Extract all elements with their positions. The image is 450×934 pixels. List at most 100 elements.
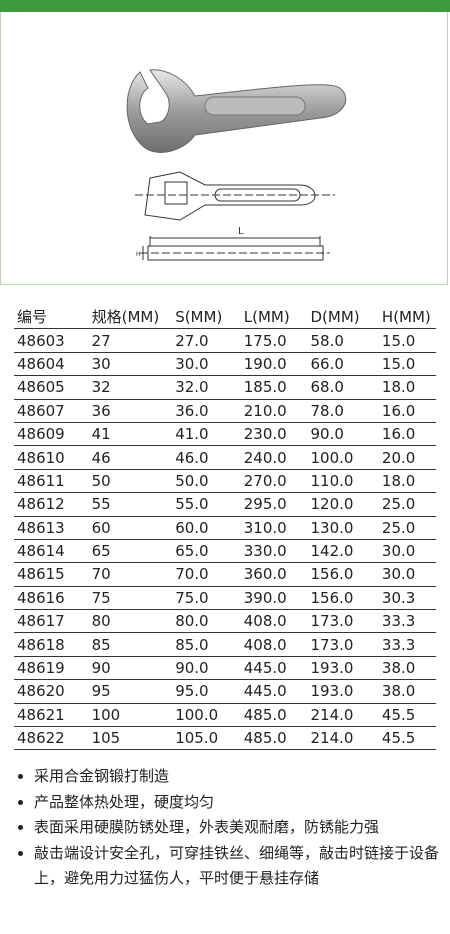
column-header: 编号 bbox=[14, 306, 89, 330]
table-cell: 175.0 bbox=[240, 328, 308, 353]
table-cell: 45.5 bbox=[378, 703, 436, 728]
table-cell: 142.0 bbox=[307, 539, 379, 564]
table-cell: 445.0 bbox=[240, 656, 308, 681]
table-cell: 30.0 bbox=[378, 539, 436, 564]
table-cell: 66.0 bbox=[307, 352, 379, 377]
table-cell: 33.3 bbox=[378, 632, 436, 657]
table-cell: 408.0 bbox=[240, 609, 308, 634]
table-cell: 55.0 bbox=[172, 492, 241, 517]
table-cell: 32 bbox=[88, 375, 173, 400]
table-cell: 48603 bbox=[14, 328, 89, 353]
table-cell: 50.0 bbox=[172, 469, 241, 494]
table-cell: 295.0 bbox=[240, 492, 308, 517]
table-cell: 68.0 bbox=[307, 375, 379, 400]
product-images: L H bbox=[126, 69, 347, 261]
table-cell: 210.0 bbox=[240, 399, 308, 423]
table-row: 48620 95 95.0 445.0 193.0 38.0 bbox=[14, 679, 436, 704]
table-row: 48610 46 46.0 240.0 100.0 20.0 bbox=[14, 445, 436, 470]
table-cell: 48605 bbox=[14, 375, 89, 400]
table-cell: 25.0 bbox=[378, 516, 436, 540]
table-cell: 330.0 bbox=[240, 539, 308, 564]
table-cell: 32.0 bbox=[172, 375, 241, 400]
table-cell: 270.0 bbox=[240, 469, 308, 494]
table-row: 48611 50 50.0 270.0 110.0 18.0 bbox=[14, 469, 436, 494]
table-cell: 120.0 bbox=[307, 492, 379, 517]
table-cell: 18.0 bbox=[378, 469, 436, 494]
table-cell: 190.0 bbox=[240, 352, 308, 377]
table-cell: 230.0 bbox=[240, 422, 308, 447]
table-cell: 48621 bbox=[14, 703, 89, 728]
table-row: 48618 85 85.0 408.0 173.0 33.3 bbox=[14, 632, 436, 657]
column-header: L(MM) bbox=[240, 306, 308, 330]
table-cell: 48620 bbox=[14, 679, 89, 704]
table-row: 48621 100 100.0 485.0 214.0 45.5 bbox=[14, 703, 436, 728]
table-cell: 100.0 bbox=[307, 445, 379, 470]
table-cell: 48619 bbox=[14, 656, 89, 681]
table-cell: 173.0 bbox=[307, 609, 379, 634]
table-cell: 310.0 bbox=[240, 516, 308, 540]
table-cell: 105 bbox=[88, 726, 173, 751]
table-cell: 30 bbox=[88, 352, 173, 377]
table-cell: 27 bbox=[88, 328, 173, 353]
table-cell: 46.0 bbox=[172, 445, 241, 470]
table-cell: 48618 bbox=[14, 632, 89, 657]
table-cell: 214.0 bbox=[307, 703, 379, 728]
table-cell: 48610 bbox=[14, 445, 89, 470]
table-cell: 78.0 bbox=[307, 399, 379, 423]
table-cell: 90 bbox=[88, 656, 173, 681]
table-cell: 48604 bbox=[14, 352, 89, 377]
table-cell: 90.0 bbox=[172, 656, 241, 681]
table-row: 48619 90 90.0 445.0 193.0 38.0 bbox=[14, 656, 436, 681]
table-cell: 38.0 bbox=[378, 679, 436, 704]
column-header: D(MM) bbox=[307, 306, 379, 330]
table-cell: 408.0 bbox=[240, 632, 308, 657]
table-cell: 46 bbox=[88, 445, 173, 470]
table-cell: 90.0 bbox=[307, 422, 379, 447]
table-row: 48607 36 36.0 210.0 78.0 16.0 bbox=[14, 399, 436, 423]
table-cell: 48614 bbox=[14, 539, 89, 564]
table-cell: 193.0 bbox=[307, 679, 379, 704]
wrench-photo bbox=[126, 69, 347, 153]
table-cell: 48622 bbox=[14, 726, 89, 751]
table-cell: 75.0 bbox=[172, 586, 241, 611]
table-cell: 100.0 bbox=[172, 703, 241, 728]
table-cell: 45.5 bbox=[378, 726, 436, 751]
table-cell: 58.0 bbox=[307, 328, 379, 353]
table-cell: 30.0 bbox=[378, 562, 436, 587]
table-header-row: 编号 规格(MM) S(MM) L(MM) D(MM) H(MM) bbox=[14, 306, 436, 330]
table-cell: 55 bbox=[88, 492, 173, 517]
table-cell: 48613 bbox=[14, 516, 89, 540]
table-cell: 156.0 bbox=[307, 586, 379, 611]
table-row: 48615 70 70.0 360.0 156.0 30.0 bbox=[14, 562, 436, 587]
table-cell: 20.0 bbox=[378, 445, 436, 470]
table-cell: 485.0 bbox=[240, 726, 308, 751]
table-cell: 156.0 bbox=[307, 562, 379, 587]
table-cell: 16.0 bbox=[378, 422, 436, 447]
table-cell: 48607 bbox=[14, 399, 89, 423]
feature-item: 表面采用硬膜防锈处理，外表美观耐磨，防锈能力强 bbox=[34, 815, 440, 841]
table-cell: 173.0 bbox=[307, 632, 379, 657]
column-header: S(MM) bbox=[172, 306, 241, 330]
table-cell: 15.0 bbox=[378, 328, 436, 353]
table-cell: 33.3 bbox=[378, 609, 436, 634]
table-cell: 16.0 bbox=[378, 399, 436, 423]
table-row: 48617 80 80.0 408.0 173.0 33.3 bbox=[14, 609, 436, 634]
table-cell: 105.0 bbox=[172, 726, 241, 751]
table-row: 48616 75 75.0 390.0 156.0 30.3 bbox=[14, 586, 436, 611]
table-cell: 50 bbox=[88, 469, 173, 494]
table-cell: 390.0 bbox=[240, 586, 308, 611]
dimension-label: H bbox=[136, 251, 141, 258]
table-cell: 485.0 bbox=[240, 703, 308, 728]
table-cell: 185.0 bbox=[240, 375, 308, 400]
table-row: 48613 60 60.0 310.0 130.0 25.0 bbox=[14, 516, 436, 540]
table-cell: 36 bbox=[88, 399, 173, 423]
table-cell: 41.0 bbox=[172, 422, 241, 447]
table-cell: 95.0 bbox=[172, 679, 241, 704]
technical-drawing bbox=[135, 171, 335, 261]
table-cell: 240.0 bbox=[240, 445, 308, 470]
table-cell: 445.0 bbox=[240, 679, 308, 704]
table-cell: 15.0 bbox=[378, 352, 436, 377]
table-cell: 85.0 bbox=[172, 632, 241, 657]
table-cell: 48612 bbox=[14, 492, 89, 517]
